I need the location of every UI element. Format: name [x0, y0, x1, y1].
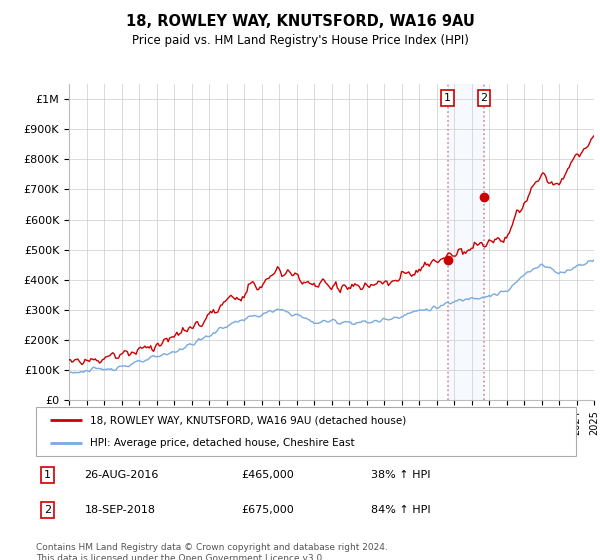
Text: 26-AUG-2016: 26-AUG-2016 [85, 470, 159, 480]
Text: Price paid vs. HM Land Registry's House Price Index (HPI): Price paid vs. HM Land Registry's House … [131, 34, 469, 46]
Text: 38% ↑ HPI: 38% ↑ HPI [371, 470, 430, 480]
Text: HPI: Average price, detached house, Cheshire East: HPI: Average price, detached house, Ches… [90, 438, 355, 448]
Text: 18, ROWLEY WAY, KNUTSFORD, WA16 9AU (detached house): 18, ROWLEY WAY, KNUTSFORD, WA16 9AU (det… [90, 416, 406, 426]
Text: 84% ↑ HPI: 84% ↑ HPI [371, 505, 430, 515]
FancyBboxPatch shape [36, 407, 576, 456]
Text: Contains HM Land Registry data © Crown copyright and database right 2024.
This d: Contains HM Land Registry data © Crown c… [36, 543, 388, 560]
Bar [448, 84, 484, 400]
Text: 18-SEP-2018: 18-SEP-2018 [85, 505, 155, 515]
Text: 2: 2 [44, 505, 51, 515]
Text: £675,000: £675,000 [241, 505, 294, 515]
Text: 2: 2 [481, 93, 488, 103]
Text: 1: 1 [44, 470, 51, 480]
Text: 1: 1 [444, 93, 451, 103]
Text: 18, ROWLEY WAY, KNUTSFORD, WA16 9AU: 18, ROWLEY WAY, KNUTSFORD, WA16 9AU [125, 14, 475, 29]
Text: £465,000: £465,000 [241, 470, 294, 480]
